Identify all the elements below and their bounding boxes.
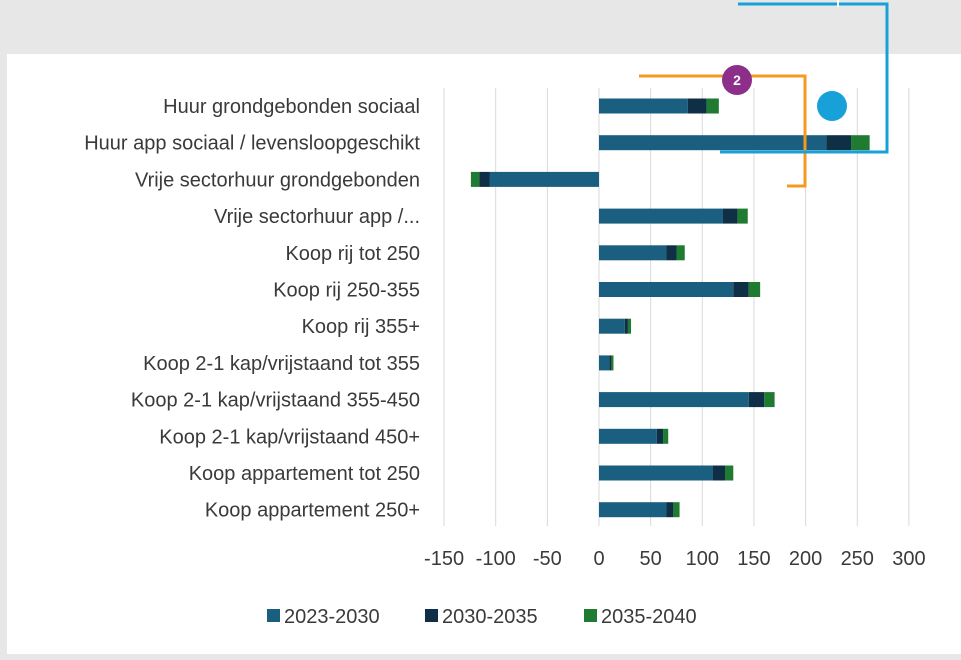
category-label: Koop rij tot 250: [285, 243, 420, 265]
bar-2035-2040-7: [611, 355, 614, 371]
top-overlay: [738, 0, 889, 60]
x-tick-label: -100: [476, 548, 516, 570]
bar-2023-2030-6: [599, 318, 625, 334]
gridlines: [443, 88, 910, 526]
x-tick-label: 300: [892, 548, 925, 570]
bar-2030-2035-8: [748, 392, 765, 408]
x-tick-label: 100: [686, 548, 719, 570]
bar-2035-2040-2: [470, 171, 480, 187]
category-label: Huur grondgebonden sociaal: [163, 96, 420, 118]
bar-2030-2035-1: [826, 135, 852, 151]
chart-canvas: Huur grondgebonden sociaal Huur app socia…: [84, 54, 926, 628]
orange-bracket: [639, 74, 807, 188]
bar-2035-2040-10: [725, 465, 734, 481]
bar-2035-2040-4: [676, 245, 685, 261]
bar-2023-2030-8: [599, 392, 749, 408]
bar-2035-2040-3: [737, 208, 748, 224]
bar-2023-2030-3: [599, 208, 723, 224]
category-labels: Huur grondgebonden sociaal Huur app socia…: [84, 96, 420, 522]
legend-swatch-1: [425, 609, 438, 622]
bar-2035-2040-0: [706, 98, 719, 114]
bar-2030-2035-6: [624, 318, 628, 334]
bar-2023-2030-1: [599, 135, 827, 151]
category-label: Vrije sectorhuur grondgebonden: [135, 169, 420, 191]
blue-dot-marker: [817, 91, 847, 121]
bar-2035-2040-11: [673, 502, 680, 518]
bar-2035-2040-1: [851, 135, 870, 151]
x-tick-label: -150: [424, 548, 464, 570]
legend-swatch-2: [584, 609, 597, 622]
x-tick-label: 200: [789, 548, 822, 570]
bar-2023-2030-10: [599, 465, 713, 481]
category-label: Koop rij 250-355: [273, 280, 420, 302]
bar-2023-2030-9: [599, 428, 657, 444]
x-tick-label: 0: [593, 548, 604, 570]
x-tick-label: -50: [533, 548, 562, 570]
legend: 2023-2030 2030-2035 2035-2040: [267, 606, 697, 628]
blue-bracket: [720, 54, 889, 154]
bar-2023-2030-4: [599, 245, 667, 261]
legend-label-2: 2035-2040: [601, 606, 697, 628]
blue-bracket-top: [738, 2, 889, 60]
bar-2030-2035-10: [712, 465, 726, 481]
step-badge-number: 2: [733, 72, 741, 88]
category-label: Koop rij 355+: [302, 316, 420, 338]
x-axis-ticks: -150 -100 -50 0 50 100 150 200 250 300: [424, 548, 926, 570]
category-label: Koop 2-1 kap/vrijstaand 355-450: [131, 390, 420, 412]
bar-2035-2040-6: [627, 318, 632, 334]
bar-2030-2035-7: [609, 355, 612, 371]
bar-2030-2035-3: [722, 208, 738, 224]
annotation-overlay: 2: [639, 54, 889, 188]
category-label: Koop 2-1 kap/vrijstaand 450+: [159, 426, 420, 448]
category-label: Huur app sociaal / levensloopgeschikt: [84, 133, 420, 155]
chart-card: Huur grondgebonden sociaal Huur app socia…: [7, 54, 961, 654]
legend-label-1: 2030-2035: [442, 606, 538, 628]
bar-2023-2030-2: [489, 171, 599, 187]
bar-2023-2030-11: [599, 502, 667, 518]
bar-2035-2040-8: [764, 392, 775, 408]
category-label: Koop 2-1 kap/vrijstaand tot 355: [143, 353, 420, 375]
x-tick-label: 50: [640, 548, 662, 570]
bar-2023-2030-7: [599, 355, 610, 371]
legend-swatch-0: [267, 609, 280, 622]
bar-2035-2040-5: [748, 282, 761, 297]
bar-2023-2030-0: [599, 98, 688, 114]
category-label: Vrije sectorhuur app /...: [214, 206, 420, 228]
category-label: Koop appartement tot 250: [189, 463, 420, 485]
bar-2030-2035-0: [687, 98, 707, 114]
bar-2030-2035-4: [666, 245, 677, 261]
bar-2030-2035-11: [666, 502, 674, 518]
bar-2035-2040-9: [663, 428, 669, 444]
x-tick-label: 250: [841, 548, 874, 570]
bar-2030-2035-5: [733, 282, 749, 297]
legend-label-0: 2023-2030: [284, 606, 380, 628]
bar-2030-2035-2: [479, 171, 490, 187]
bar-2023-2030-5: [599, 282, 734, 297]
category-label: Koop appartement 250+: [205, 500, 420, 522]
step-badge[interactable]: [722, 65, 752, 95]
x-tick-label: 150: [737, 548, 770, 570]
bars: [470, 98, 870, 518]
bar-2030-2035-9: [656, 428, 664, 444]
